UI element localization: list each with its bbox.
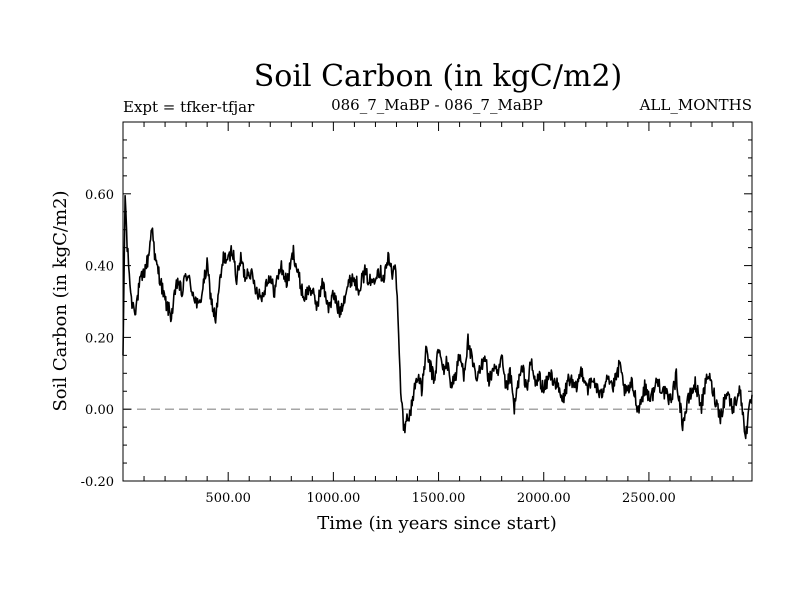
- y-tick-label: 0.40: [85, 260, 114, 275]
- chart-title: Soil Carbon (in kgC/m2): [254, 59, 622, 94]
- x-tick-label: 1500.00: [412, 491, 466, 506]
- subtitle-right: ALL_MONTHS: [639, 96, 752, 114]
- y-axis-label: Soil Carbon (in kgC/m2): [50, 190, 71, 411]
- x-tick-label: 2000.00: [517, 491, 571, 506]
- x-axis-label: Time (in years since start): [317, 513, 557, 534]
- x-tick-label: 1000.00: [306, 491, 360, 506]
- subtitle-center: 086_7_MaBP - 086_7_MaBP: [331, 96, 543, 114]
- x-tick-label: 500.00: [205, 491, 251, 506]
- subtitle-left: Expt = tfker-tfjar: [123, 98, 255, 116]
- y-tick-label: -0.20: [81, 475, 114, 490]
- x-tick-label: 2500.00: [622, 491, 676, 506]
- y-tick-label: 0.00: [85, 403, 114, 418]
- y-tick-label: 0.20: [85, 331, 114, 346]
- y-tick-label: 0.60: [85, 188, 114, 203]
- plot-area: -0.20 0.00 0.20 0.40 0.60 500.00 1000.00 1500.0…: [81, 121, 753, 506]
- series-line-0: [122, 194, 753, 440]
